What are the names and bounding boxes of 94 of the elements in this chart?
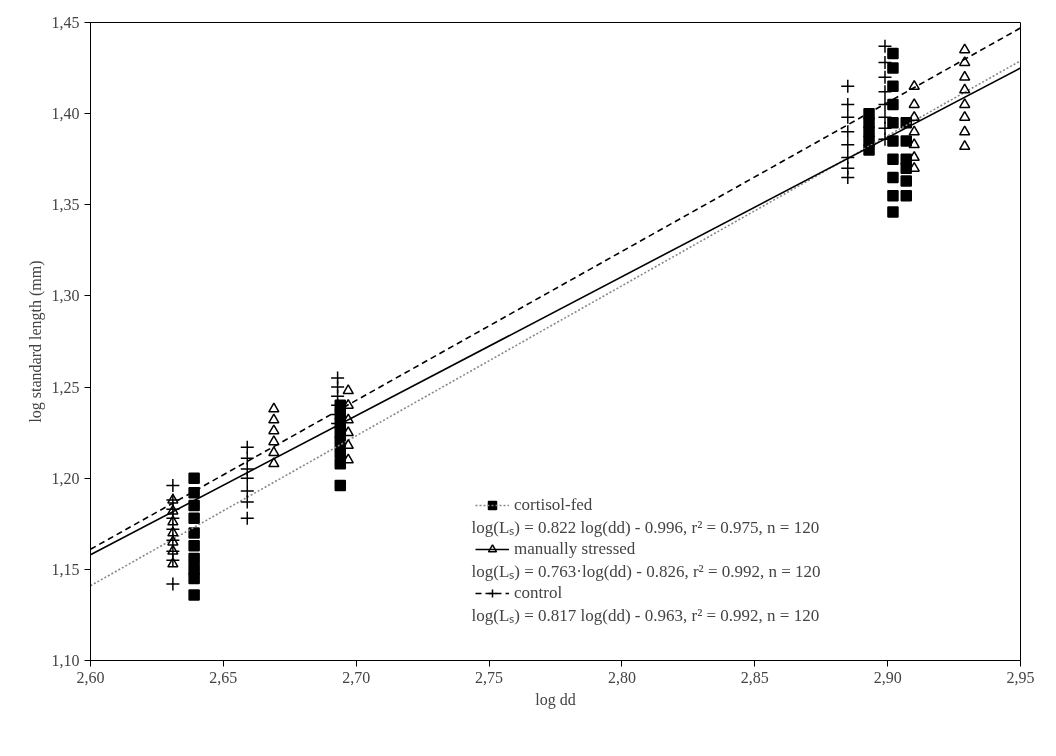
point [342,384,354,395]
x-tick-label: 2,70 [342,668,371,686]
point [268,424,280,435]
point [958,125,971,136]
point [188,539,200,552]
x-tick-label: 2,60 [76,668,105,686]
point [908,79,920,90]
point [908,98,920,109]
point [958,110,971,121]
point [887,80,899,93]
annotation: log(Lₛ) = 0.763·log(dd) - 0.826, r² = 0.992, n = 120 [471,562,821,581]
x-tick-label: 2,90 [873,668,902,686]
x-tick-label: 2,95 [1006,668,1035,686]
point [887,153,899,165]
point [877,120,893,136]
point [188,572,200,585]
point [188,552,200,565]
point [877,38,893,54]
y-tick-label: 1,35 [51,196,80,214]
y-tick-label: 1,40 [51,105,80,123]
point [877,69,893,85]
point [900,175,912,187]
point [167,526,179,537]
point [900,189,912,202]
y-tick-label: 1,25 [51,378,80,396]
point [240,511,255,526]
annotation: log(Lₛ) = 0.817 log(dd) - 0.963, r² = 0.992, n = 120 [471,606,820,625]
y-tick-label: 1,15 [51,560,80,578]
point [240,439,255,455]
point [268,413,280,424]
point [840,110,856,125]
y-tick-label: 1,45 [51,14,80,31]
point [887,206,899,218]
point [887,98,899,111]
y-tick-label: 1,10 [51,652,80,669]
x-axis-title: log dd [535,690,576,709]
y-tick-label: 1,30 [51,287,80,305]
point [165,522,181,537]
point [840,150,856,165]
point [240,450,255,466]
point [840,79,856,94]
point [877,110,893,125]
point [887,189,899,202]
y-axis-title: log standard length (mm) [26,260,45,423]
point [188,527,200,539]
point [165,511,181,526]
x-tick-label: 2,75 [475,668,504,686]
point [268,402,280,413]
point [188,487,200,499]
point [900,162,912,175]
annotation: log(Lₛ) = 0.822 log(dd) - 0.996, r² = 0.975, n = 120 [471,518,820,537]
point [188,512,200,525]
legend-label: cortisol-fed [514,495,593,515]
point [188,499,200,512]
point [900,135,912,147]
point [908,125,920,136]
legend-label: control [514,583,563,603]
point [958,98,971,109]
point [887,62,899,74]
x-tick-label: 2,65 [209,668,238,686]
point [840,124,856,140]
point [958,43,971,54]
point [877,55,893,70]
point [958,70,971,81]
point [958,139,971,151]
point [958,83,971,94]
point [887,135,899,147]
y-tick-label: 1,20 [51,469,80,487]
point [188,589,200,601]
point [165,552,181,568]
legend-label: manually stressed [514,539,636,559]
point [840,97,856,112]
point [240,470,255,486]
point [165,576,181,592]
point [334,479,347,492]
point [887,47,899,60]
point [958,56,971,67]
point [268,457,280,468]
point [165,478,181,493]
point [167,515,179,526]
point [887,171,899,184]
point [167,544,179,555]
x-tick-label: 2,85 [740,668,769,686]
point [268,446,280,457]
point [840,170,856,185]
point [877,84,893,100]
point [240,494,255,510]
x-tick-label: 2,80 [607,668,636,686]
point [268,435,280,446]
point [908,138,920,149]
point [188,472,200,484]
point [887,117,899,129]
point [167,493,179,504]
point [840,137,856,152]
